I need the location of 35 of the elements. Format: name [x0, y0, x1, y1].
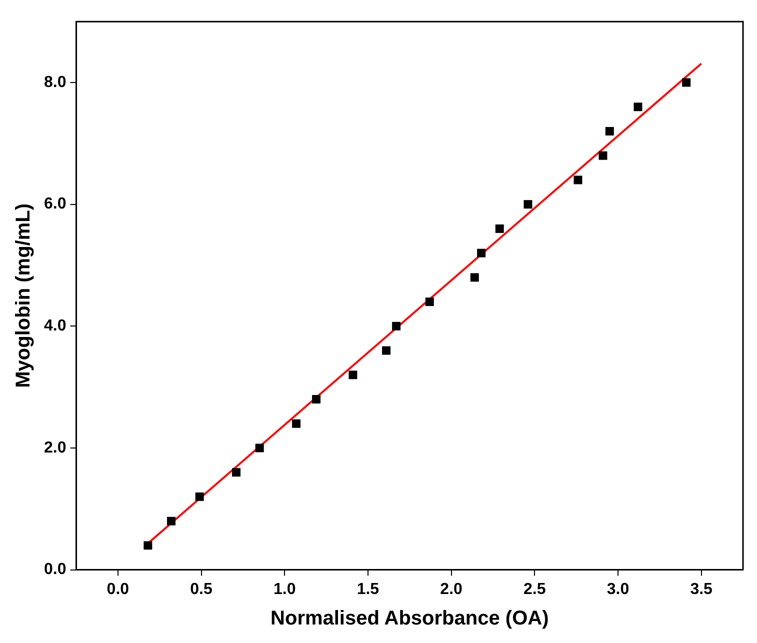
x-tick-label: 2.5 [524, 580, 546, 598]
point [167, 516, 176, 526]
y-tick-label: 4.0 [44, 318, 66, 335]
point [382, 346, 391, 355]
y-tick-label: 0.0 [44, 561, 66, 578]
point [524, 200, 532, 209]
point [312, 395, 321, 404]
x-tick-label: 0.5 [190, 580, 212, 598]
point [255, 444, 264, 452]
point [477, 248, 486, 258]
point [682, 78, 691, 87]
point [195, 492, 204, 501]
x-tick-label: 3.5 [690, 580, 713, 598]
point [495, 224, 504, 233]
point [392, 322, 401, 330]
point [470, 273, 479, 282]
y-axis-title: Myoglobin (mg/mL) [12, 203, 35, 388]
point [292, 419, 301, 428]
point [634, 102, 642, 112]
point [574, 176, 582, 184]
point [348, 370, 358, 380]
point [232, 468, 241, 477]
y-tick-label: 8.0 [44, 74, 66, 91]
x-tick-label: 3.0 [606, 580, 630, 598]
x-tick-label: 1.5 [356, 580, 380, 598]
x-tick-label: 0.0 [106, 580, 130, 598]
x-axis-title: Normalised Absorbance (OA) [270, 608, 549, 630]
point [144, 541, 152, 550]
point [605, 127, 614, 136]
y-tick-label: 6.0 [44, 196, 66, 213]
point [425, 298, 434, 306]
x-tick-label: 2.0 [440, 580, 463, 598]
y-tick-label: 2.0 [44, 439, 66, 456]
point [598, 151, 608, 160]
x-tick-label: 1.0 [273, 580, 296, 598]
